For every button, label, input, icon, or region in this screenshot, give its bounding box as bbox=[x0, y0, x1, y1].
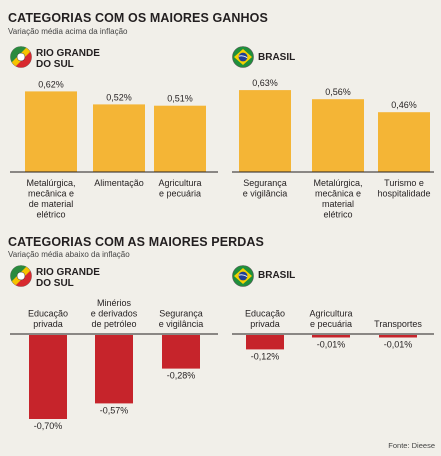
value-label: -0,01% bbox=[317, 340, 346, 350]
brazil-flag-icon bbox=[232, 46, 254, 68]
losses-rs-region-line2: DO SUL bbox=[36, 278, 74, 289]
losses-title: CATEGORIAS COM AS MAIORES PERDAS bbox=[8, 235, 264, 249]
bar bbox=[246, 335, 284, 350]
category-label: de petróleo bbox=[91, 319, 136, 329]
category-label: Minérios bbox=[97, 298, 132, 308]
bar bbox=[93, 104, 145, 172]
value-label: -0,57% bbox=[100, 405, 129, 415]
category-label: elétrico bbox=[323, 210, 352, 220]
category-label: de material bbox=[29, 199, 74, 209]
category-label: Educação bbox=[28, 309, 68, 319]
category-label: e vigilância bbox=[243, 189, 288, 199]
gains-title: CATEGORIAS COM OS MAIORES GANHOS bbox=[8, 11, 268, 25]
losses-br-region: BRASIL bbox=[258, 270, 296, 281]
category-label: Agricultura bbox=[158, 178, 201, 188]
value-label: -0,28% bbox=[167, 371, 196, 381]
category-label: elétrico bbox=[36, 210, 65, 220]
value-label: 0,51% bbox=[167, 94, 193, 104]
category-label: Segurança bbox=[159, 309, 203, 319]
category-label: e pecuária bbox=[159, 189, 201, 199]
category-label: privada bbox=[33, 319, 63, 329]
category-label: mecânica e bbox=[28, 189, 74, 199]
bar bbox=[162, 335, 200, 369]
losses-rs-region-line1: RIO GRANDE bbox=[36, 267, 100, 278]
category-label: Alimentação bbox=[94, 178, 144, 188]
value-label: -0,12% bbox=[251, 351, 280, 361]
category-label: Metalúrgica, bbox=[26, 178, 75, 188]
category-label: Metalúrgica, bbox=[313, 178, 362, 188]
category-label: Transportes bbox=[374, 319, 422, 329]
source-note: Fonte: Dieese bbox=[388, 441, 435, 450]
category-label: Educação bbox=[245, 309, 285, 319]
rio-grande-do-sul-flag-icon bbox=[10, 46, 32, 68]
bar bbox=[25, 91, 77, 172]
category-label: hospitalidade bbox=[377, 189, 430, 199]
gains-rs-region: RIO GRANDE DO SUL bbox=[36, 48, 100, 70]
gains-rs-region-line1: RIO GRANDE bbox=[36, 48, 100, 59]
bar bbox=[239, 90, 291, 172]
bar bbox=[312, 99, 364, 172]
bar bbox=[29, 335, 67, 419]
bar bbox=[312, 335, 350, 338]
category-label: privada bbox=[250, 319, 280, 329]
losses-rs-region: RIO GRANDE DO SUL bbox=[36, 267, 100, 289]
value-label: -0,70% bbox=[34, 421, 63, 431]
bar bbox=[378, 112, 430, 172]
value-label: -0,01% bbox=[384, 340, 413, 350]
value-label: 0,63% bbox=[252, 78, 278, 88]
category-label: material bbox=[322, 199, 354, 209]
category-label: mecânica e bbox=[315, 189, 361, 199]
bar bbox=[95, 335, 133, 404]
category-label: Turismo e bbox=[384, 178, 424, 188]
category-label: Segurança bbox=[243, 178, 287, 188]
gains-br-region: BRASIL bbox=[258, 52, 296, 63]
value-label: 0,46% bbox=[391, 100, 417, 110]
value-label: 0,62% bbox=[38, 79, 64, 89]
brazil-flag-icon bbox=[232, 265, 254, 287]
losses-subtitle: Variação média abaixo da inflação bbox=[8, 250, 130, 259]
gains-rs-region-line2: DO SUL bbox=[36, 59, 74, 70]
gains-rs-chart: 0,62% Metalúrgica,mecânica ede materialel… bbox=[10, 79, 218, 220]
bar bbox=[379, 335, 417, 338]
category-label: Agricultura bbox=[309, 309, 352, 319]
value-label: 0,56% bbox=[325, 87, 351, 97]
category-label: e pecuária bbox=[310, 319, 352, 329]
category-label: e derivados bbox=[91, 309, 138, 319]
gains-subtitle: Variação média acima da inflação bbox=[8, 27, 128, 36]
category-label: e vigilância bbox=[159, 319, 204, 329]
rio-grande-do-sul-flag-icon bbox=[10, 265, 32, 287]
bar bbox=[154, 105, 206, 172]
value-label: 0,52% bbox=[106, 92, 132, 102]
